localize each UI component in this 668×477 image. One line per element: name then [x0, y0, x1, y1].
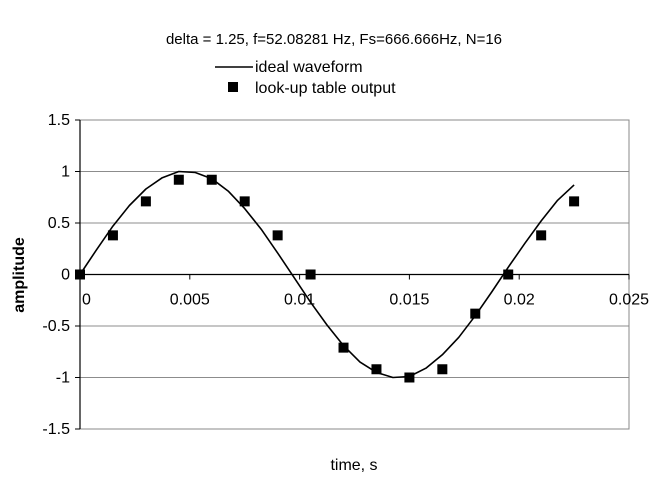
lookup-table-point — [470, 308, 481, 319]
x-tick-label: 0.015 — [389, 292, 429, 309]
lookup-table-point — [404, 372, 415, 383]
lookup-table-point — [75, 269, 85, 280]
y-tick-label: -0.5 — [42, 318, 70, 335]
lookup-table-point — [107, 230, 118, 241]
lookup-table-point — [536, 230, 547, 241]
horizontal-gridlines — [80, 171, 629, 378]
lookup-table-point — [272, 230, 283, 241]
x-axis-ticks: 0 0.005 0.01 0.015 0.02 0.025 — [79, 274, 649, 309]
lookup-table-point — [371, 364, 382, 375]
x-tick-label: 0.025 — [609, 292, 649, 309]
y-tick-label: -1 — [56, 370, 70, 387]
legend: ideal waveform look-up table output — [215, 59, 396, 97]
lookup-table-point — [206, 174, 217, 185]
y-axis-ticks: 1.5 1 0.5 0 -0.5 -1 -1.5 — [42, 112, 80, 438]
ideal-waveform-line — [79, 170, 575, 379]
x-tick-label: 0.01 — [284, 292, 315, 309]
lookup-table-point — [239, 196, 250, 207]
y-tick-label: 0.5 — [48, 215, 70, 232]
x-tick-label: 0 — [82, 292, 91, 309]
lookup-table-point — [305, 269, 316, 280]
y-tick-label: 1 — [61, 164, 70, 181]
y-axis-label: amplitude — [11, 237, 28, 313]
lookup-table-point — [140, 196, 151, 207]
lookup-table-point — [173, 174, 184, 185]
x-tick-label: 0.02 — [504, 292, 535, 309]
chart-title: delta = 1.25, f=52.08281 Hz, Fs=666.666H… — [166, 31, 502, 48]
y-tick-label: 1.5 — [48, 112, 70, 129]
lookup-table-point — [503, 269, 514, 280]
legend-label-look-up-table-output: look-up table output — [255, 80, 396, 97]
y-tick-label: -1.5 — [42, 421, 70, 438]
plot-series — [75, 170, 580, 383]
lookup-table-point — [338, 342, 349, 353]
lookup-table-point — [437, 364, 448, 375]
lookup-table-point — [569, 196, 580, 207]
x-axis-label: time, s — [330, 457, 377, 474]
x-tick-label: 0.005 — [170, 292, 210, 309]
legend-square-marker — [228, 82, 238, 92]
legend-label-ideal-waveform: ideal waveform — [255, 59, 363, 76]
y-tick-label: 0 — [61, 267, 70, 284]
